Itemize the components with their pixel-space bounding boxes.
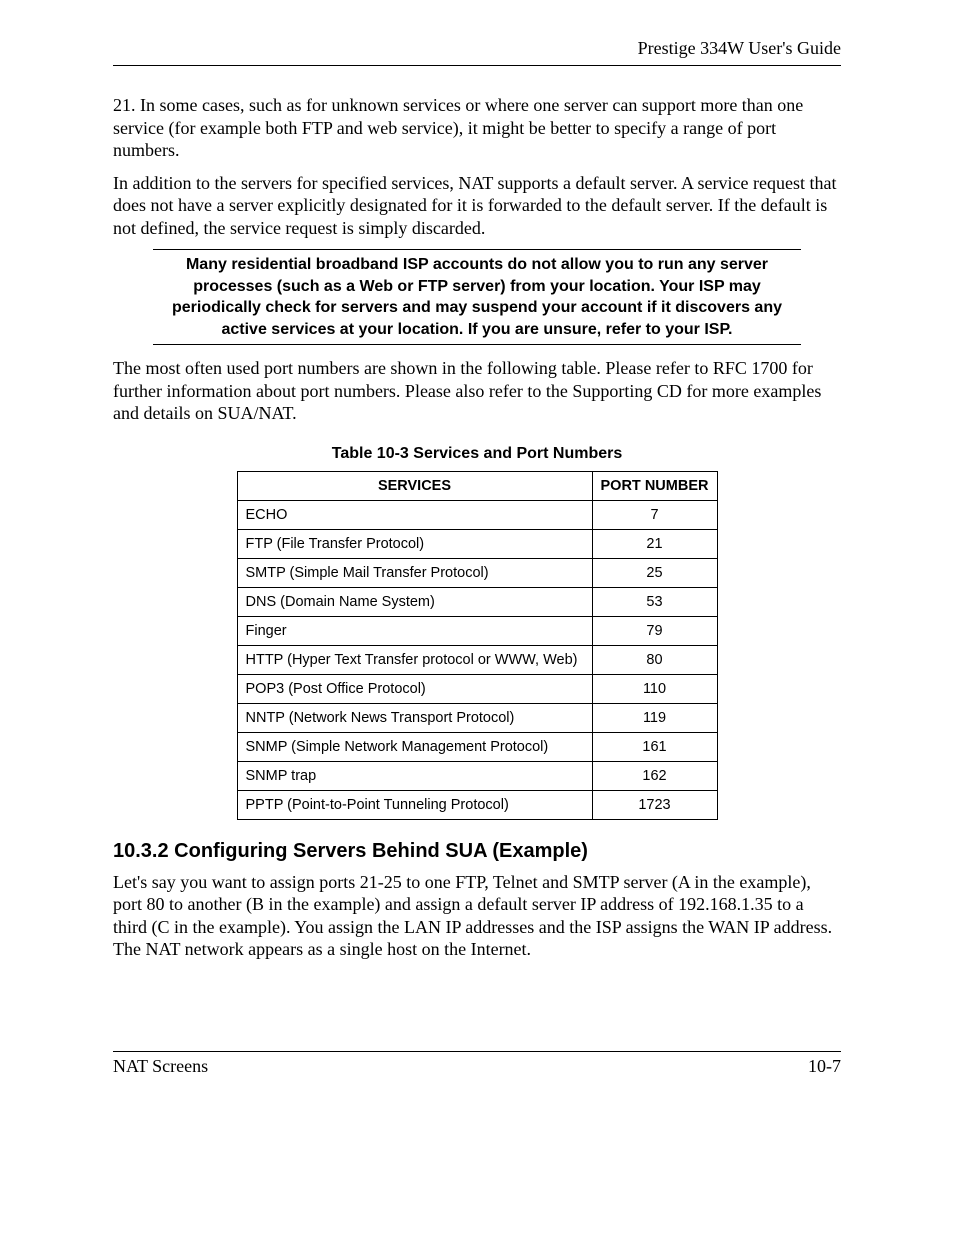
cell-port: 25 [592, 558, 717, 587]
table-row: Finger 79 [237, 616, 717, 645]
cell-port: 119 [592, 703, 717, 732]
cell-service: PPTP (Point-to-Point Tunneling Protocol) [237, 790, 592, 819]
cell-service: SNMP (Simple Network Management Protocol… [237, 732, 592, 761]
paragraph-2: In addition to the servers for specified… [113, 172, 841, 240]
cell-port: 1723 [592, 790, 717, 819]
document-title: Prestige 334W User's Guide [638, 38, 841, 58]
col-header-port: PORT NUMBER [592, 471, 717, 500]
cell-port: 79 [592, 616, 717, 645]
footer-left: NAT Screens [113, 1056, 208, 1077]
table-row: POP3 (Post Office Protocol) 110 [237, 674, 717, 703]
col-header-services: SERVICES [237, 471, 592, 500]
cell-service: ECHO [237, 500, 592, 529]
paragraph-3: The most often used port numbers are sho… [113, 357, 841, 425]
cell-port: 162 [592, 761, 717, 790]
table-row: SNMP trap 162 [237, 761, 717, 790]
services-table: SERVICES PORT NUMBER ECHO 7 FTP (File Tr… [237, 471, 718, 820]
cell-port: 80 [592, 645, 717, 674]
note-text: Many residential broadband ISP accounts … [172, 256, 782, 338]
section-heading: 10.3.2 Configuring Servers Behind SUA (E… [113, 840, 841, 863]
cell-service: FTP (File Transfer Protocol) [237, 529, 592, 558]
table-header-row: SERVICES PORT NUMBER [237, 471, 717, 500]
table-caption: Table 10-3 Services and Port Numbers [113, 445, 841, 463]
table-row: FTP (File Transfer Protocol) 21 [237, 529, 717, 558]
table-row: SNMP (Simple Network Management Protocol… [237, 732, 717, 761]
page: Prestige 334W User's Guide 21. In some c… [0, 0, 954, 1117]
running-header: Prestige 334W User's Guide [113, 38, 841, 66]
cell-service: DNS (Domain Name System) [237, 587, 592, 616]
table-row: HTTP (Hyper Text Transfer protocol or WW… [237, 645, 717, 674]
cell-service: SMTP (Simple Mail Transfer Protocol) [237, 558, 592, 587]
cell-service: POP3 (Post Office Protocol) [237, 674, 592, 703]
cell-service: NNTP (Network News Transport Protocol) [237, 703, 592, 732]
cell-service: HTTP (Hyper Text Transfer protocol or WW… [237, 645, 592, 674]
cell-port: 161 [592, 732, 717, 761]
table-row: NNTP (Network News Transport Protocol) 1… [237, 703, 717, 732]
table-row: PPTP (Point-to-Point Tunneling Protocol)… [237, 790, 717, 819]
cell-service: SNMP trap [237, 761, 592, 790]
cell-port: 21 [592, 529, 717, 558]
footer-right: 10-7 [808, 1056, 841, 1077]
table-row: SMTP (Simple Mail Transfer Protocol) 25 [237, 558, 717, 587]
table-row: DNS (Domain Name System) 53 [237, 587, 717, 616]
page-footer: NAT Screens 10-7 [113, 1051, 841, 1077]
cell-port: 110 [592, 674, 717, 703]
note-block: Many residential broadband ISP accounts … [153, 249, 801, 345]
paragraph-4: Let's say you want to assign ports 21-25… [113, 871, 841, 961]
cell-port: 53 [592, 587, 717, 616]
table-row: ECHO 7 [237, 500, 717, 529]
cell-port: 7 [592, 500, 717, 529]
cell-service: Finger [237, 616, 592, 645]
paragraph-1: 21. In some cases, such as for unknown s… [113, 94, 841, 162]
